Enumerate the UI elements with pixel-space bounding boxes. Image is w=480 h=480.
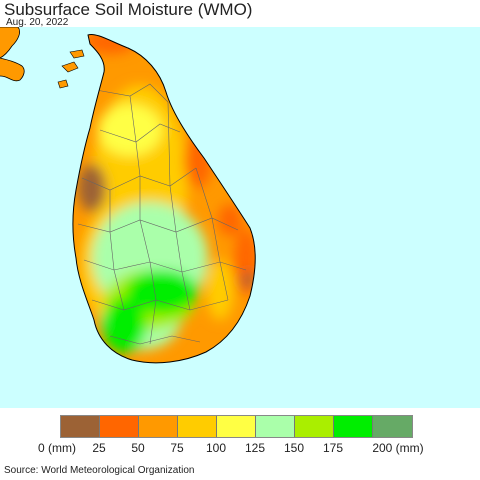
legend-labels: 0 (mm) 25 50 75 100 125 150 175 200 (mm): [0, 441, 480, 457]
legend-label-5: 125: [244, 441, 266, 455]
legend-swatch-7: [334, 416, 373, 437]
map-title: Subsurface Soil Moisture (WMO): [4, 0, 253, 19]
legend-swatch-5: [256, 416, 295, 437]
sri-lanka-coastline: [72, 33, 256, 364]
legend-label-1: 25: [92, 441, 106, 455]
map-date: Aug. 20, 2022: [6, 17, 69, 28]
legend-swatch-6: [295, 416, 334, 437]
legend-label-7: 175: [322, 441, 344, 455]
legend-color-bar: [60, 415, 413, 438]
soil-moisture-map: [0, 27, 256, 364]
legend-label-2: 50: [131, 441, 145, 455]
map-area: [0, 27, 480, 408]
india-coast: [0, 27, 25, 82]
sri-lanka-moisture: [73, 34, 256, 363]
legend-swatch-2: [139, 416, 178, 437]
legend-label-4: 100: [205, 441, 227, 455]
legend-swatch-0: [61, 416, 100, 437]
legend-label-3: 75: [170, 441, 184, 455]
source-credit: Source: World Meteorological Organizatio…: [4, 465, 195, 476]
legend-label-8: 200 (mm): [372, 441, 424, 455]
district-boundaries: [77, 83, 247, 345]
legend-swatch-4: [217, 416, 256, 437]
legend-swatch-8: [373, 416, 412, 437]
legend-swatch-1: [100, 416, 139, 437]
legend-label-6: 150: [283, 441, 305, 455]
legend-label-0: 0 (mm): [38, 441, 76, 455]
legend-swatch-3: [178, 416, 217, 437]
jaffna-islands: [57, 49, 85, 89]
